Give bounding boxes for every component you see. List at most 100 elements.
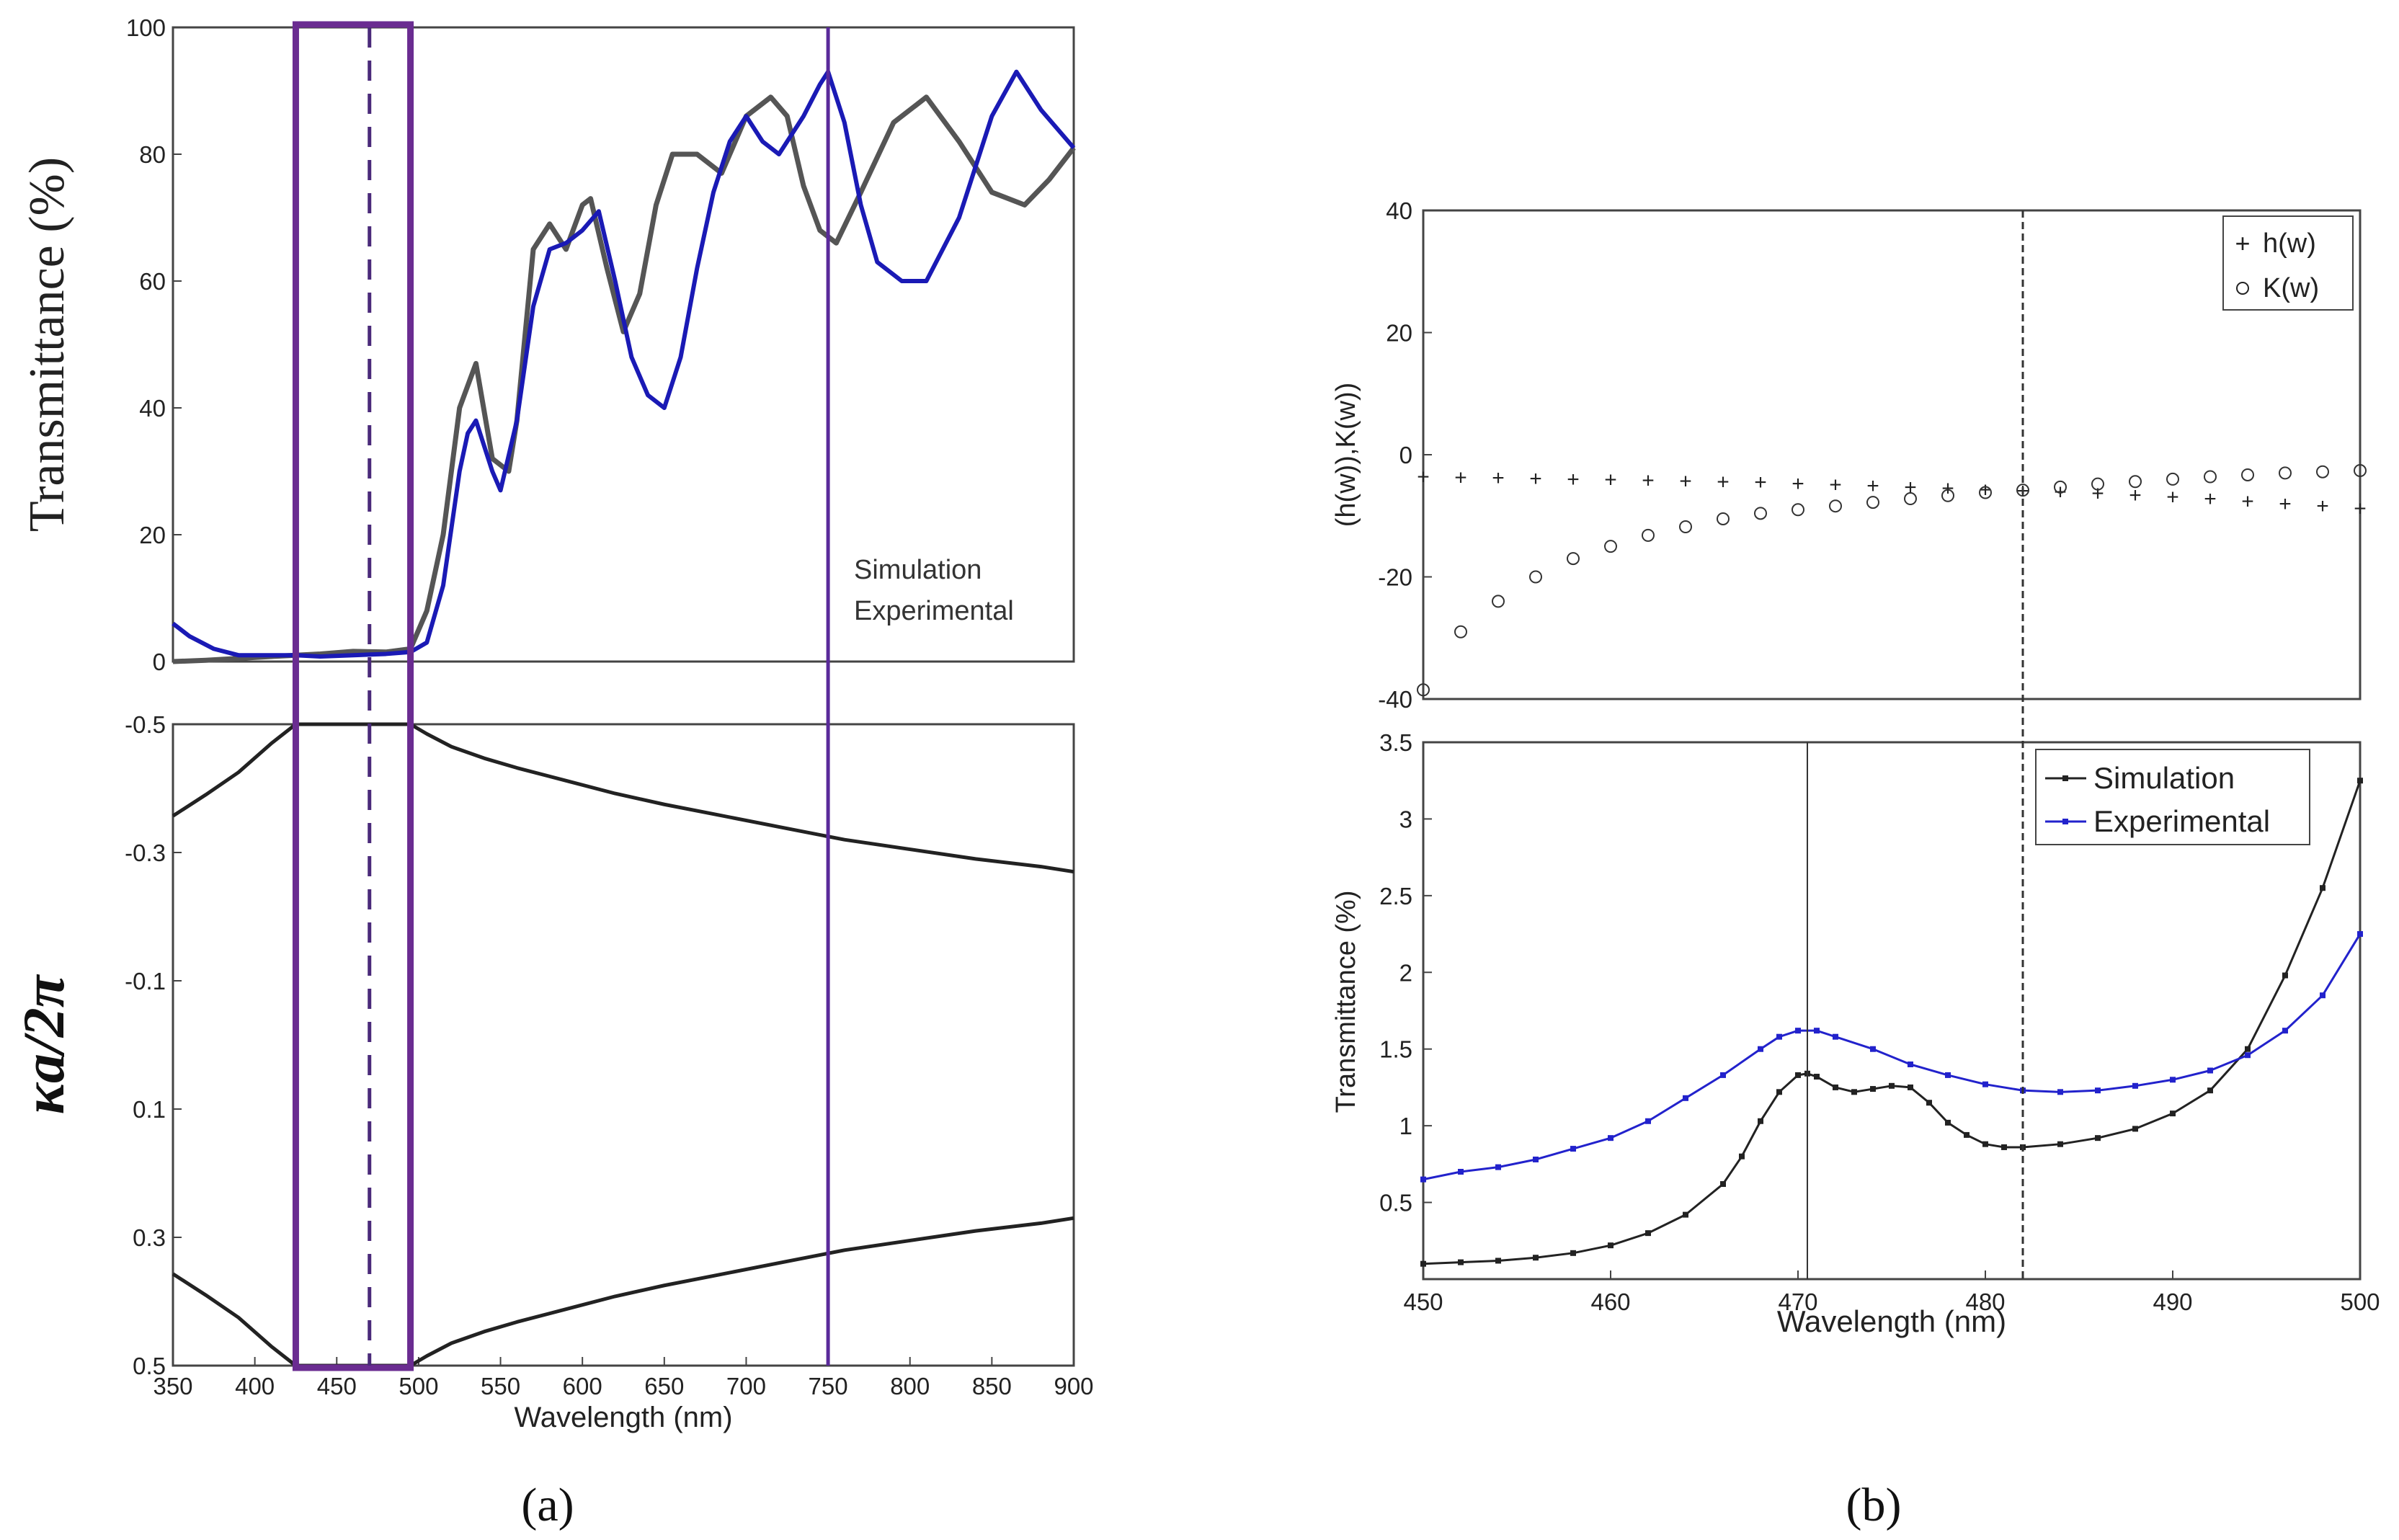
y-tick-label: 3: [1399, 806, 1412, 832]
panel-b-bottom-y-axis-label: Transmittance (%): [1331, 891, 1361, 1113]
simulation-b-point: [1420, 1260, 1426, 1267]
h-point: +: [2354, 497, 2367, 521]
simulation-b-point: [1870, 1086, 1876, 1092]
x-tick-label: 400: [235, 1373, 275, 1399]
h-point: +: [1642, 469, 1655, 493]
simulation-b-point: [1908, 1084, 1913, 1090]
h-point: +: [1717, 470, 1730, 494]
experimental-b-point: [1908, 1061, 1913, 1067]
y-tick-label: -40: [1378, 686, 1412, 713]
legend-label-experimental: Experimental: [854, 596, 1014, 626]
simulation-line: [172, 94, 1076, 664]
x-tick-label: 350: [153, 1373, 192, 1399]
panel-a-bottom-plot: -0.5 -0.3 -0.1 0.1 0.3 0.5 350 400 450 500 550 600…: [11, 711, 1094, 1433]
simulation-b-point: [1776, 1089, 1782, 1095]
y-tick-label: -0.3: [125, 840, 166, 866]
simulation-b-point: [1495, 1258, 1501, 1264]
panel-a-bottom-y-ticks: -0.5 -0.3 -0.1 0.1 0.3 0.5: [125, 711, 182, 1379]
legend-marker-simulation: [2062, 775, 2068, 781]
x-tick-label: 450: [1403, 1288, 1443, 1315]
x-tick-label: 650: [644, 1373, 684, 1399]
panel-b-bottom-x-ticks: 450 460 470 480 490 500: [1403, 1270, 2380, 1315]
experimental-b-line: [1423, 933, 2362, 1181]
band-edge-upper-line: [172, 722, 1074, 874]
experimental-b-point: [1420, 1176, 1426, 1183]
experimental-b-point: [2057, 1089, 2063, 1095]
simulation-b-point: [1758, 1118, 1763, 1124]
simulation-b-point: [1851, 1089, 1857, 1095]
h-point: +: [1979, 478, 1992, 502]
k-point: [1642, 528, 1655, 542]
y-tick-label: 100: [126, 14, 166, 41]
experimental-b-point: [2320, 992, 2325, 999]
panel-a-bottom-x-axis-label: Wavelength (nm): [514, 1402, 732, 1433]
k-point: [2166, 472, 2179, 486]
panel-b-top-series: ++++++++++++++++++++++++++: [1417, 464, 2367, 697]
experimental-b-point: [2132, 1082, 2138, 1089]
legend-label-simulation: Simulation: [854, 555, 982, 585]
y-tick-label: 40: [1386, 197, 1412, 224]
panel-a-top-plot: 0 20 40 60 80 100 Transmittance (%) Simulatio…: [19, 14, 1076, 675]
panel-b-top-axes-frame: [1422, 209, 2362, 700]
panel-b-label: (b): [1846, 1479, 1902, 1531]
experimental-b-point: [1458, 1169, 1464, 1175]
simulation-b-point: [1645, 1230, 1651, 1237]
simulation-b-point: [1795, 1072, 1801, 1078]
h-point: +: [2204, 487, 2217, 511]
experimental-b-point: [1533, 1156, 1539, 1162]
y-tick-label: 20: [139, 522, 166, 548]
y-tick-label: 80: [139, 141, 166, 168]
k-point: [1829, 499, 1842, 513]
h-point: +: [2279, 492, 2292, 516]
panel-a-top-series: [172, 69, 1076, 664]
h-point: +: [1679, 469, 1692, 493]
k-point: [1529, 570, 1542, 584]
simulation-b-point: [2095, 1135, 2101, 1141]
panel-a-label: (a): [521, 1479, 574, 1531]
band-edge-lower-line: [172, 1216, 1074, 1368]
k-point: [2016, 484, 2029, 497]
h-point: +: [1866, 474, 1879, 498]
panel-b-bottom-legend: Simulation Experimental: [2035, 749, 2310, 845]
h-point: +: [1492, 466, 1505, 490]
y-tick-label: 0.1: [133, 1096, 166, 1123]
panel-b-top-y-ticks: -40 -20 0 20 40: [1378, 197, 1432, 713]
experimental-b-point: [1608, 1135, 1614, 1141]
simulation-b-point: [1945, 1119, 1951, 1126]
panel-b-bottom-plot: 0.5 1 1.5 2 2.5 3 3.5 450 460 470 480 490 500 Trans…: [1331, 729, 2380, 1338]
x-tick-label: 600: [563, 1373, 602, 1399]
simulation-b-line: [1423, 780, 2362, 1265]
legend-label-simulation-b: Simulation: [2093, 761, 2235, 795]
simulation-b-point: [2357, 778, 2363, 784]
y-tick-label: -20: [1378, 564, 1412, 591]
x-tick-label: 500: [2340, 1288, 2380, 1315]
y-tick-label: 20: [1386, 320, 1412, 347]
k-point: [2316, 465, 2329, 479]
h-point: +: [2316, 494, 2329, 518]
y-tick-label: -0.1: [125, 968, 166, 994]
experimental-b-point: [1776, 1033, 1782, 1040]
experimental-b-point: [1570, 1146, 1576, 1152]
k-point: [2091, 477, 2104, 491]
k-point: [1567, 552, 1580, 566]
legend-label-experimental-b: Experimental: [2093, 804, 2270, 838]
x-tick-label: 700: [726, 1373, 766, 1399]
simulation-b-point: [2170, 1111, 2176, 1117]
band-gap-box: [292, 21, 414, 1371]
simulation-b-point: [2207, 1087, 2213, 1094]
y-tick-label: 0.5: [1379, 1190, 1412, 1216]
panel-b-top-legend: + h(w) K(w): [2222, 215, 2354, 311]
h-point: +: [2129, 484, 2142, 507]
legend-label-hw: h(w): [2263, 228, 2316, 259]
legend-marker-circle: [2236, 282, 2249, 295]
simulation-b-point: [1720, 1181, 1726, 1188]
k-point: [1679, 520, 1692, 534]
panel-a-bottom-x-ticks: 350 400 450 500 550 600 650 700 750 800 850 900: [153, 1357, 1094, 1399]
panel-a-top-y-ticks: 0 20 40 60 80 100: [126, 14, 182, 675]
h-point: +: [2241, 489, 2254, 513]
panel-b-bottom-axes-frame: [1422, 741, 2362, 1281]
k-point: [2354, 464, 2367, 478]
experimental-b-point: [2282, 1028, 2288, 1034]
